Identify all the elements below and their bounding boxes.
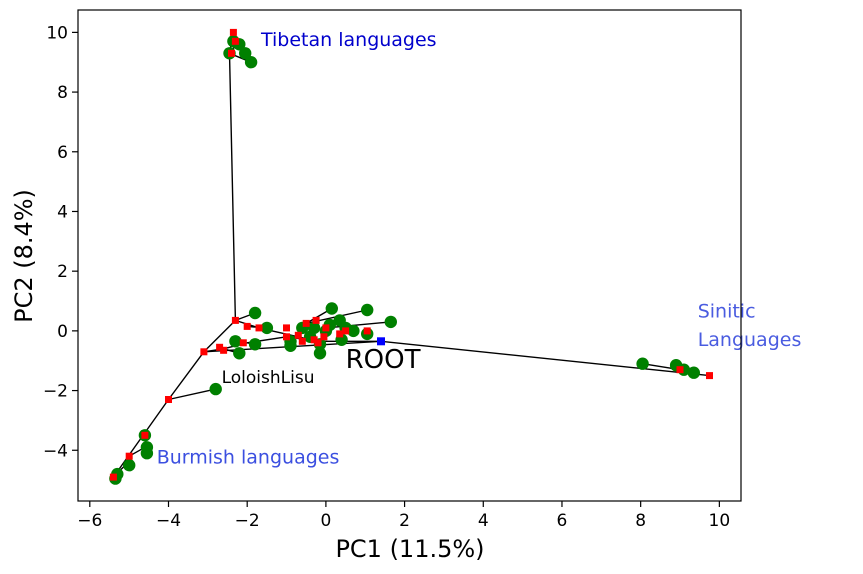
- leaf-point: [687, 366, 700, 379]
- x-tick-label: −4: [156, 511, 181, 531]
- annotation-label: ROOT: [346, 345, 421, 375]
- annotation-label: Languages: [698, 329, 802, 351]
- internal-node-point: [322, 324, 330, 332]
- internal-node-point: [676, 366, 684, 374]
- internal-node-point: [216, 343, 224, 351]
- internal-node-point: [229, 28, 237, 36]
- leaf-point: [248, 306, 262, 320]
- internal-node-point: [283, 324, 290, 332]
- internal-node-point: [165, 396, 172, 403]
- internal-node-point: [200, 348, 208, 356]
- leaf-point: [347, 324, 360, 338]
- plot-area: [78, 10, 741, 501]
- leaf-point: [361, 303, 374, 317]
- internal-node-point: [342, 327, 350, 335]
- root-point: [377, 337, 385, 346]
- internal-node-point: [302, 319, 310, 327]
- leaf-point: [384, 315, 397, 329]
- y-tick-label: 6: [57, 143, 68, 163]
- leaf-point: [260, 321, 274, 335]
- leaf-point: [248, 338, 262, 351]
- x-tick-label: 6: [557, 511, 568, 531]
- internal-node-point: [363, 327, 371, 335]
- leaf-point: [123, 459, 136, 472]
- tree-edge: [168, 388, 216, 401]
- internal-node-point: [255, 324, 263, 332]
- x-tick-label: 10: [709, 511, 731, 531]
- internal-node-point: [312, 316, 320, 324]
- internal-node-point: [228, 49, 235, 57]
- internal-node-point: [283, 333, 290, 341]
- internal-node-point: [294, 331, 302, 339]
- x-tick-label: 2: [399, 511, 410, 531]
- x-tick-label: 8: [635, 511, 646, 531]
- y-axis-ticks: −4 −2 0 2 4 6 8 10: [43, 23, 78, 461]
- leaf-point: [284, 339, 297, 352]
- internal-node-point: [109, 473, 117, 481]
- leaf-point: [244, 56, 258, 69]
- annotation-label: Sinitic: [698, 300, 756, 322]
- y-tick-label: 2: [57, 262, 68, 282]
- internal-node-point: [239, 339, 247, 347]
- internal-node-point: [231, 316, 239, 324]
- x-tick-label: 4: [478, 511, 489, 531]
- root-node-point: [377, 337, 385, 346]
- plot-frame: [77, 9, 742, 502]
- internal-node-points: [109, 28, 713, 481]
- x-axis-label: PC1 (11.5%): [335, 535, 484, 563]
- y-tick-label: 4: [57, 202, 68, 222]
- x-tick-label: −2: [235, 511, 260, 531]
- leaf-point: [313, 347, 327, 360]
- leaf-point: [636, 357, 649, 370]
- tree-edge: [203, 319, 236, 353]
- y-tick-label: −4: [43, 441, 68, 461]
- x-tick-label: 0: [320, 511, 331, 531]
- leaf-point: [140, 447, 154, 460]
- annotations: Tibetan languages Sinitic Languages ROOT Lol…: [157, 29, 802, 469]
- x-axis-ticks: −6 −4 −2 0 2 4 6 8 10: [77, 501, 730, 531]
- leaf-point: [233, 347, 246, 360]
- internal-node-point: [314, 339, 322, 347]
- y-tick-label: 0: [57, 322, 68, 342]
- annotation-label: Burmish languages: [157, 447, 340, 469]
- internal-node-point: [141, 431, 149, 439]
- leaf-point: [209, 382, 222, 396]
- internal-node-point: [320, 333, 328, 341]
- internal-node-point: [336, 330, 344, 338]
- y-tick-label: 10: [46, 23, 68, 43]
- annotation-label: LoloishLisu: [222, 368, 315, 388]
- internal-node-point: [220, 346, 228, 354]
- y-tick-label: 8: [57, 83, 68, 103]
- internal-node-point: [298, 337, 306, 345]
- leaf-point: [325, 302, 338, 315]
- leaf-point: [307, 321, 321, 335]
- internal-node-point: [310, 336, 318, 344]
- internal-node-point: [706, 372, 713, 380]
- internal-node-point: [231, 37, 239, 45]
- x-tick-label: −6: [77, 511, 102, 531]
- annotation-label: Tibetan languages: [260, 29, 437, 51]
- internal-node-point: [125, 452, 133, 460]
- y-tick-label: −2: [43, 382, 68, 402]
- internal-node-point: [243, 322, 251, 330]
- leaf-point: [239, 47, 252, 60]
- y-axis-label: PC2 (8.4%): [10, 189, 38, 323]
- leaf-point: [229, 335, 242, 348]
- tree-edge: [325, 321, 391, 329]
